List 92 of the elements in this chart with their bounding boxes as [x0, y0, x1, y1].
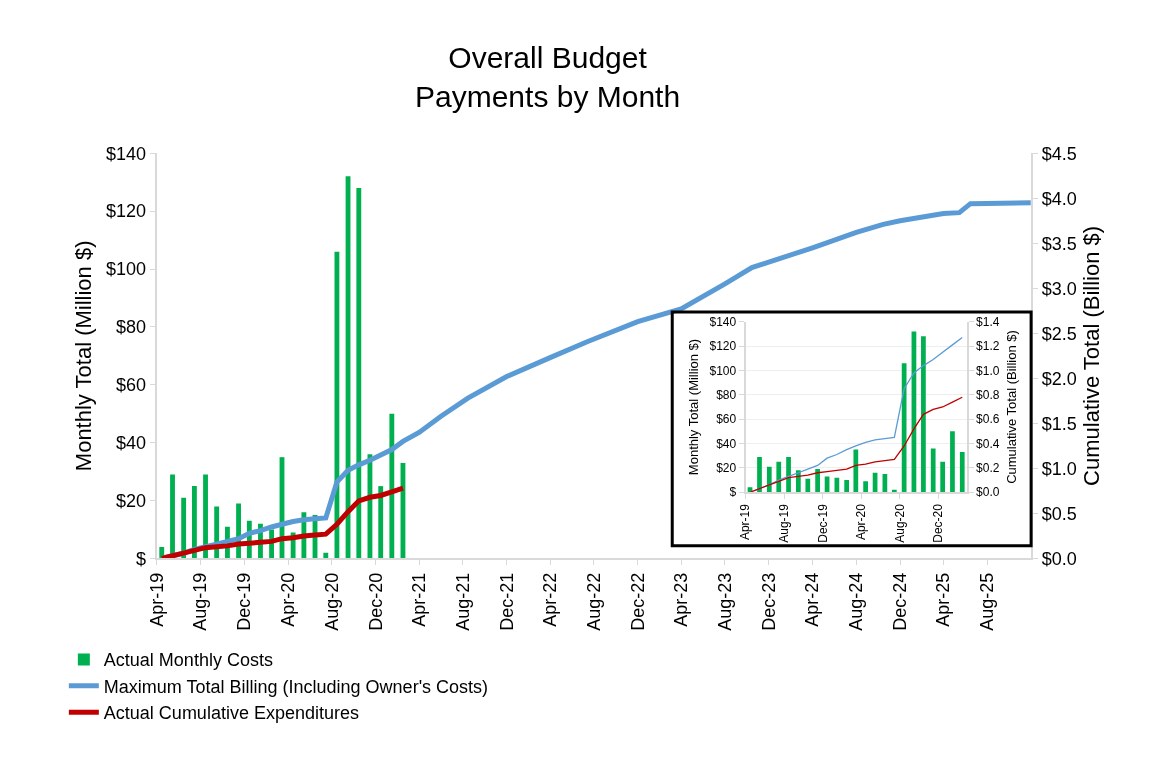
bar: [766, 466, 772, 493]
legend-label: Actual Cumulative Expenditures: [103, 703, 359, 724]
bar: [930, 448, 936, 493]
y2-tick-label: $0.0: [1041, 548, 1077, 569]
x-tick-label: Apr-19: [738, 503, 753, 541]
line-series: [749, 396, 963, 493]
x-tick-label: Apr-21: [408, 572, 429, 627]
bar: [940, 461, 946, 493]
bar: [389, 413, 395, 559]
y-tick-label: $100: [106, 259, 147, 280]
y-tick-label: $: [729, 485, 737, 500]
y2-tick-label: $3.5: [1041, 233, 1077, 254]
y2-axis-title: Cumulative Total (Billion $): [1079, 225, 1105, 486]
x-tick-label: Aug-19: [777, 503, 792, 543]
y-tick-label: $20: [716, 461, 737, 476]
legend-label: Actual Monthly Costs: [103, 650, 273, 671]
y2-tick-label: $1.2: [976, 339, 1000, 354]
y2-tick-label: $1.5: [1041, 413, 1077, 434]
y2-tick-label: $0.4: [976, 436, 1000, 451]
bar: [815, 469, 820, 493]
x-tick-label: Apr-19: [146, 572, 167, 627]
y-tick-label: $: [136, 548, 147, 569]
x-tick-label: Aug-19: [190, 572, 211, 631]
x-tick-label: Dec-19: [234, 572, 255, 631]
y2-tick-label: $1.0: [976, 363, 1000, 378]
bar: [757, 456, 762, 493]
y2-tick-label: $2.0: [1041, 368, 1077, 389]
y-tick-label: $80: [116, 317, 147, 338]
x-tick-label: Dec-22: [627, 572, 648, 631]
x-tick-label: Apr-24: [802, 572, 823, 627]
y-tick-label: $20: [116, 490, 147, 511]
x-tick-label: Aug-20: [321, 572, 342, 631]
bar: [181, 497, 187, 559]
y-axis-title: Monthly Total (Million $): [685, 338, 701, 476]
y2-tick-label: $1.0: [1041, 458, 1077, 479]
y2-tick-label: $0.0: [976, 485, 1000, 500]
bar: [834, 477, 840, 493]
bar: [950, 431, 955, 493]
bar: [191, 486, 197, 559]
x-tick-label: Aug-25: [977, 572, 998, 631]
x-tick-label: Dec-21: [496, 572, 517, 631]
x-tick-label: Aug-21: [452, 572, 473, 631]
y2-tick-label: $0.8: [976, 388, 1000, 403]
x-tick-label: Aug-23: [714, 572, 735, 631]
bar: [786, 456, 791, 493]
y2-tick-label: $0.6: [976, 412, 1000, 427]
y2-tick-label: $0.2: [976, 461, 1000, 476]
x-tick-label: Dec-20: [365, 572, 386, 631]
bar: [853, 449, 859, 493]
y2-tick-label: $2.5: [1041, 323, 1077, 344]
y2-tick-label: $1.4: [976, 314, 1000, 329]
y-tick-label: $60: [716, 412, 737, 427]
y-tick-label: $120: [106, 201, 147, 222]
x-tick-label: Dec-20: [931, 503, 946, 543]
y-tick-label: $140: [709, 314, 737, 329]
y2-tick-label: $0.5: [1041, 503, 1077, 524]
y-tick-label: $80: [716, 388, 737, 403]
legend-label: Maximum Total Billing (Including Owner's Costs): [103, 676, 489, 697]
x-tick-label: Dec-19: [815, 503, 830, 543]
x-tick-label: Aug-20: [892, 503, 907, 543]
bar: [863, 481, 868, 493]
bar: [378, 486, 384, 559]
y-tick-label: $40: [716, 436, 737, 451]
bar: [334, 251, 340, 559]
bar: [844, 480, 850, 493]
x-tick-label: Dec-23: [758, 572, 779, 631]
x-tick-label: Dec-24: [889, 572, 910, 631]
y-tick-label: $120: [709, 339, 737, 354]
y-tick-label: $100: [709, 363, 737, 378]
x-tick-label: Aug-24: [846, 572, 867, 631]
bar: [356, 187, 362, 559]
bar: [203, 474, 208, 559]
bar: [805, 478, 811, 493]
y-tick-label: $60: [116, 375, 147, 396]
y2-axis-title: Cumulative Total (Billion $): [1003, 330, 1019, 484]
x-tick-label: Apr-20: [854, 503, 869, 541]
x-tick-label: Apr-23: [670, 572, 691, 627]
y-tick-label: $140: [106, 143, 147, 164]
y-axis-title: Monthly Total (Million $): [71, 240, 97, 472]
y2-tick-label: $4.0: [1041, 188, 1077, 209]
bar: [901, 363, 907, 493]
bar: [959, 452, 965, 493]
bar: [776, 461, 782, 493]
y2-tick-label: $4.5: [1041, 143, 1077, 164]
bar: [921, 336, 926, 493]
y2-tick-label: $3.0: [1041, 278, 1077, 299]
x-tick-label: Apr-22: [539, 572, 560, 627]
chart-title: Overall Budget Payments by Month: [415, 41, 681, 113]
x-tick-label: Aug-22: [583, 572, 604, 631]
x-tick-label: Apr-20: [277, 572, 298, 627]
y-tick-label: $40: [116, 432, 147, 453]
x-tick-label: Apr-25: [933, 572, 954, 627]
